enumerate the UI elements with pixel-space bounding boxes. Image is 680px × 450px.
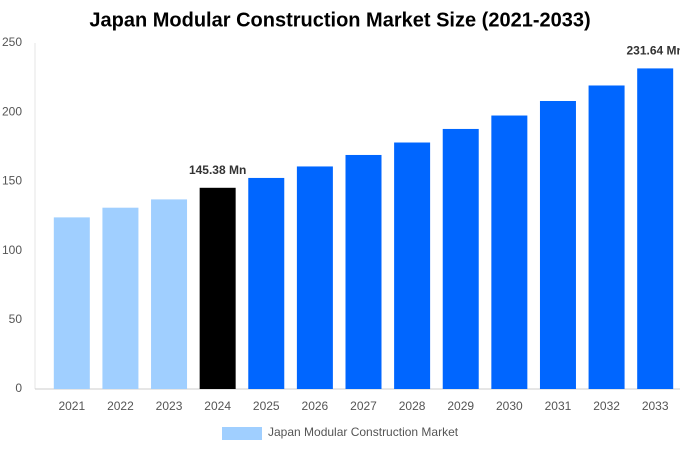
value-label: 231.64 Mn bbox=[627, 44, 680, 58]
x-tick-label: 2030 bbox=[496, 399, 523, 413]
y-tick-label: 50 bbox=[9, 312, 23, 326]
y-tick-label: 100 bbox=[2, 243, 22, 257]
y-tick-label: 0 bbox=[15, 381, 22, 395]
bar bbox=[588, 85, 625, 389]
bar bbox=[248, 177, 285, 389]
bar bbox=[394, 142, 431, 389]
x-tick-label: 2033 bbox=[642, 399, 669, 413]
x-tick-label: 2028 bbox=[399, 399, 426, 413]
y-tick-label: 200 bbox=[2, 104, 22, 118]
bar bbox=[442, 128, 479, 389]
bar bbox=[102, 207, 139, 389]
x-tick-label: 2021 bbox=[58, 399, 85, 413]
legend-label: Japan Modular Construction Market bbox=[268, 425, 459, 439]
bar bbox=[345, 154, 382, 389]
bar bbox=[199, 187, 236, 389]
x-tick-label: 2025 bbox=[253, 399, 280, 413]
x-tick-label: 2031 bbox=[545, 399, 572, 413]
x-tick-label: 2032 bbox=[593, 399, 620, 413]
chart-title: Japan Modular Construction Market Size (… bbox=[89, 9, 590, 31]
bar bbox=[53, 217, 90, 389]
y-tick-label: 250 bbox=[2, 35, 22, 49]
x-tick-label: 2023 bbox=[156, 399, 183, 413]
x-tick-label: 2022 bbox=[107, 399, 134, 413]
x-tick-label: 2026 bbox=[302, 399, 329, 413]
x-tick-label: 2027 bbox=[350, 399, 377, 413]
bar bbox=[637, 68, 674, 389]
bar bbox=[296, 166, 333, 389]
bar bbox=[539, 100, 576, 390]
bar bbox=[151, 199, 188, 389]
y-tick-label: 150 bbox=[2, 174, 22, 188]
x-tick-label: 2029 bbox=[447, 399, 474, 413]
value-label: 145.38 Mn bbox=[189, 163, 246, 177]
legend-swatch bbox=[222, 427, 262, 440]
x-tick-label: 2024 bbox=[204, 399, 231, 413]
bar bbox=[491, 115, 528, 389]
